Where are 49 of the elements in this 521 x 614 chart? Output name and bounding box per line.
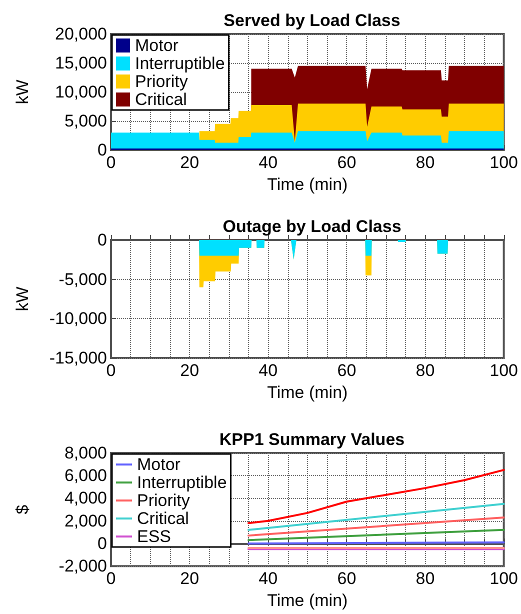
x-tick-label: 60 bbox=[337, 569, 356, 588]
x-axis-title: Time (min) bbox=[267, 591, 348, 610]
x-tick-label: 60 bbox=[337, 361, 356, 380]
x-axis-title: Time (min) bbox=[267, 174, 348, 194]
x-tick-label: 60 bbox=[337, 153, 356, 172]
legend-label: Motor bbox=[135, 36, 179, 55]
chart-title: Served by Load Class bbox=[224, 11, 400, 30]
legend-label: Priority bbox=[135, 72, 188, 91]
legend-label: Interruptible bbox=[135, 54, 225, 73]
y-tick-label: 20,000 bbox=[55, 24, 107, 44]
x-tick-label: 100 bbox=[490, 569, 518, 588]
y-tick-label: 0 bbox=[98, 230, 107, 250]
y-tick-label: -5,000 bbox=[58, 270, 107, 289]
y-tick-label: 15,000 bbox=[55, 54, 107, 72]
chart-title: KPP1 Summary Values bbox=[219, 430, 405, 449]
y-axis-title: kW bbox=[13, 80, 32, 104]
y-axis-title: $ bbox=[13, 504, 32, 514]
legend-label: Motor bbox=[137, 455, 181, 474]
x-tick-label: 40 bbox=[258, 569, 278, 588]
y-axis-title: kW bbox=[13, 286, 32, 312]
x-tick-label: 40 bbox=[258, 153, 278, 172]
x-axis-title: Time (min) bbox=[267, 382, 348, 402]
legend-label: Priority bbox=[137, 491, 190, 510]
legend-label: Critical bbox=[137, 509, 189, 528]
x-tick-label: 20 bbox=[180, 153, 200, 172]
line-series bbox=[247, 468, 505, 524]
y-tick-label: 5,000 bbox=[64, 112, 107, 130]
y-tick-label: 4,000 bbox=[64, 488, 107, 508]
legend-label: ESS bbox=[137, 527, 172, 546]
x-tick-label: 80 bbox=[416, 153, 435, 172]
legend-label: Interruptible bbox=[137, 473, 227, 492]
y-tick-label: 0 bbox=[98, 534, 107, 553]
x-tick-label: 20 bbox=[180, 569, 200, 588]
chart-title: Outage by Load Class bbox=[222, 217, 402, 236]
y-tick-label: -15,000 bbox=[49, 348, 107, 368]
y-tick-label: 8,000 bbox=[64, 444, 107, 462]
x-tick-label: 80 bbox=[416, 569, 435, 588]
y-tick-label: 6,000 bbox=[64, 466, 107, 486]
x-tick-label: 40 bbox=[258, 361, 278, 380]
y-tick-label: 0 bbox=[98, 140, 107, 160]
y-tick-label: 10,000 bbox=[55, 82, 107, 102]
x-tick-label: 80 bbox=[416, 361, 435, 380]
x-tick-label: 20 bbox=[180, 361, 200, 380]
y-tick-label: -10,000 bbox=[49, 309, 107, 328]
x-tick-label: 100 bbox=[490, 361, 518, 380]
y-tick-label: -2,000 bbox=[58, 556, 107, 576]
x-tick-label: 100 bbox=[490, 153, 518, 172]
legend-label: Critical bbox=[135, 90, 187, 109]
y-tick-label: 2,000 bbox=[64, 511, 107, 530]
